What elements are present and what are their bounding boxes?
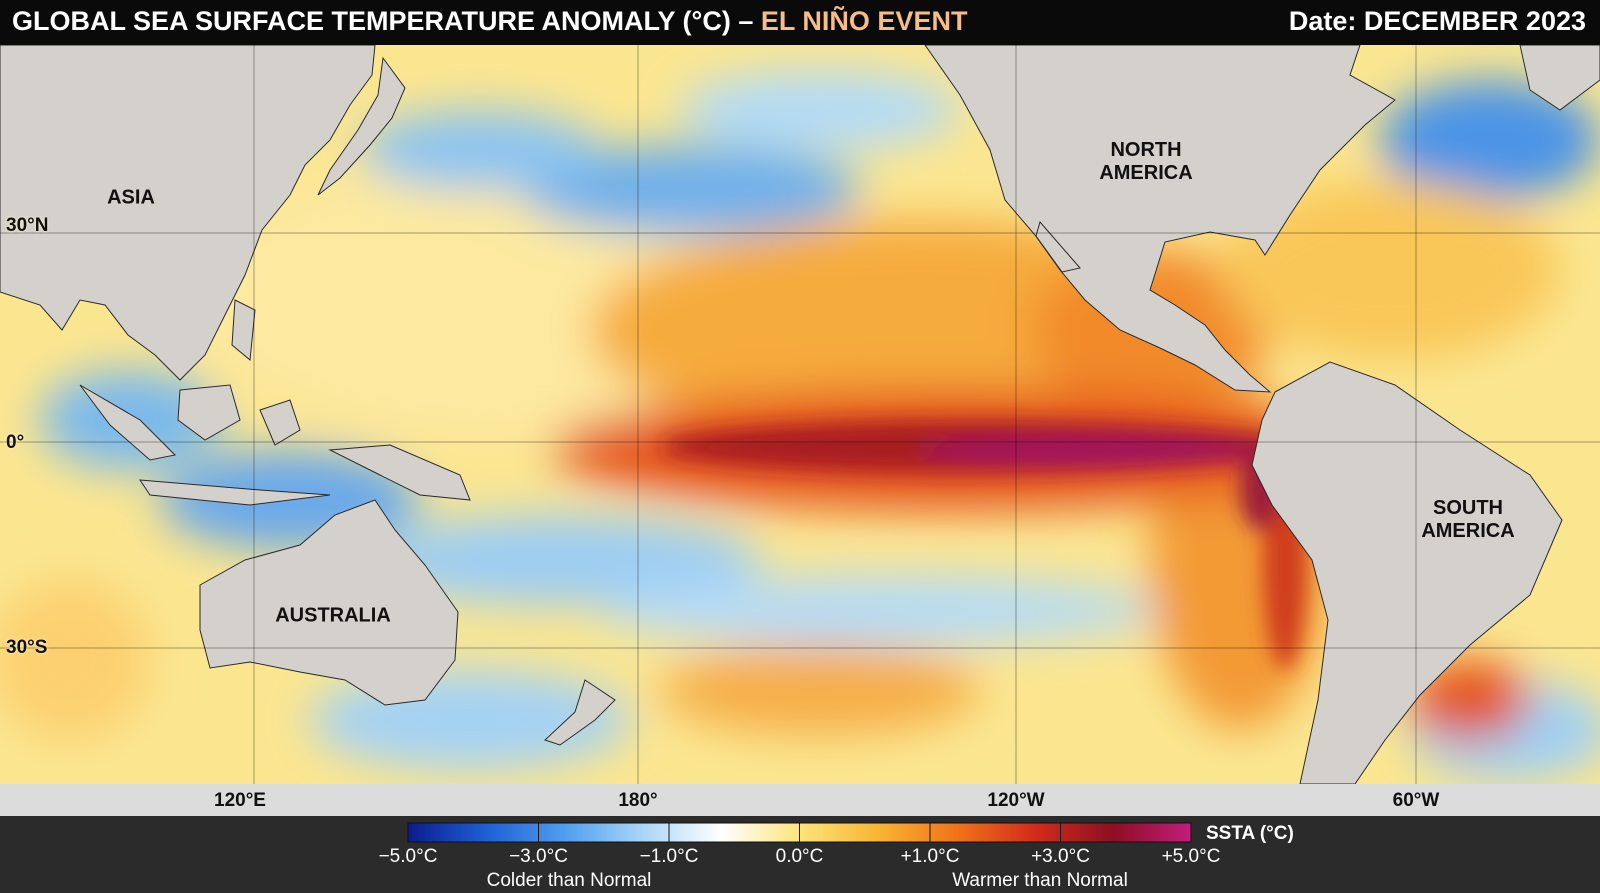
lat-label: 0° <box>6 432 25 453</box>
java <box>139 479 331 506</box>
region-label: AUSTRALIA <box>275 604 391 627</box>
new-zealand <box>544 679 616 746</box>
colorbar-tick-label: +3.0°C <box>1031 846 1090 867</box>
separator: – <box>738 6 754 36</box>
caption: Warmer than Normal <box>952 870 1128 891</box>
asia <box>0 45 376 381</box>
longitude-bar: 120°E 180° 120°W 60°W <box>0 784 1600 816</box>
colorbar-title: SSTA (°C) <box>1206 823 1294 844</box>
colorbar-tick-label: 0.0°C <box>775 846 824 867</box>
borneo <box>177 384 241 441</box>
australia <box>199 499 459 706</box>
lon-label: 180° <box>618 790 658 811</box>
lon-label: 120°W <box>987 790 1045 811</box>
new-guinea <box>328 444 471 501</box>
lon-label: 120°E <box>214 790 266 811</box>
colorbar-tick-label: +1.0°C <box>900 846 960 867</box>
lon-label: 60°W <box>1392 790 1440 811</box>
south-america <box>1251 361 1563 784</box>
lat-label: 30°S <box>6 637 48 658</box>
highlight: EL NIÑO EVENT <box>760 6 968 36</box>
region-label: ASIA <box>107 186 155 209</box>
baja <box>1035 220 1081 273</box>
colorbar-tick-label: −1.0°C <box>639 846 699 867</box>
sulawesi <box>259 399 301 446</box>
colorbar-ramp <box>407 822 1192 843</box>
title: GLOBAL SEA SURFACE TEMPERATURE ANOMALY (… <box>12 6 731 36</box>
sumatra <box>79 384 177 461</box>
colorbar-tick-label: −3.0°C <box>509 846 568 867</box>
land <box>0 45 1600 784</box>
japan <box>317 56 406 196</box>
region-label: NORTH AMERICA <box>1099 139 1193 184</box>
map <box>0 45 1600 784</box>
lat-label: 30°N <box>6 215 49 236</box>
date: Date: DECEMBER 2023 <box>1288 6 1586 36</box>
greenland <box>1519 45 1600 111</box>
graticule <box>0 45 1600 784</box>
title-bar: GLOBAL SEA SURFACE TEMPERATURE ANOMALY (… <box>0 0 1600 45</box>
region-label: SOUTH AMERICA <box>1421 497 1515 542</box>
colorbar-tick-label: −5.0°C <box>378 846 438 867</box>
colorbar-tick-label: +5.0°C <box>1161 846 1221 867</box>
caption: Colder than Normal <box>486 870 652 891</box>
title-line: GLOBAL SEA SURFACE TEMPERATURE ANOMALY (… <box>12 6 967 37</box>
philippines <box>231 299 256 361</box>
